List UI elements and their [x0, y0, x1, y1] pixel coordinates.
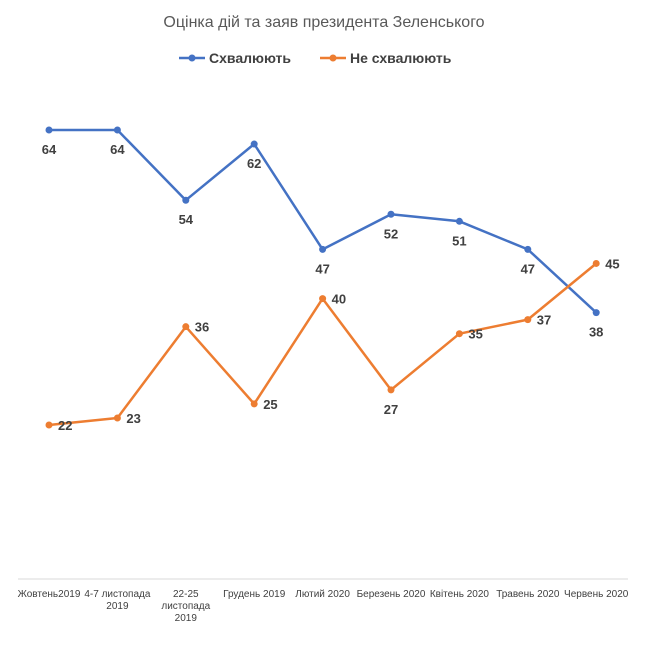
data-label-approve-8: 47 — [521, 261, 535, 276]
data-label-disapprove-2: 23 — [126, 411, 140, 426]
data-point-approve-1[interactable] — [45, 126, 53, 134]
data-label-approve-5: 47 — [315, 261, 329, 276]
x-tick-label-6: Березень 2020 — [357, 589, 426, 600]
data-label-disapprove-7: 35 — [468, 327, 482, 342]
data-point-approve-4[interactable] — [250, 140, 258, 148]
data-label-approve-1: 64 — [42, 142, 57, 157]
legend-item-disapprove[interactable]: Не схвалюють — [320, 50, 452, 66]
x-tick-label-2: 4-7 листопада 2019 — [84, 589, 150, 612]
x-tick-label-1: Жовтень2019 — [18, 589, 81, 600]
plot-area: 64 64 54 62 47 52 51 47 38 22 23 36 25 40 27 35 37 45 — [42, 126, 620, 433]
data-point-disapprove-4[interactable] — [250, 400, 258, 408]
chart-title: Оцінка дій та заяв президента Зеленськог… — [163, 14, 484, 31]
data-label-approve-4: 62 — [247, 156, 261, 171]
data-label-approve-3: 54 — [179, 212, 194, 227]
data-label-disapprove-3: 36 — [195, 320, 209, 335]
data-label-approve-2: 64 — [110, 142, 125, 157]
data-label-approve-9: 38 — [589, 325, 603, 340]
data-point-disapprove-6[interactable] — [387, 386, 395, 394]
data-point-disapprove-1[interactable] — [45, 421, 53, 429]
data-point-disapprove-8[interactable] — [524, 316, 532, 324]
data-point-approve-8[interactable] — [524, 245, 532, 253]
data-point-disapprove-9[interactable] — [592, 259, 600, 267]
x-tick-label-7: Квітень 2020 — [430, 589, 490, 600]
data-label-disapprove-4: 25 — [263, 397, 277, 412]
data-point-disapprove-7[interactable] — [455, 330, 463, 338]
data-point-approve-6[interactable] — [387, 210, 395, 218]
legend-item-approve[interactable]: Схвалюють — [179, 50, 291, 66]
data-label-disapprove-1: 22 — [58, 418, 72, 433]
x-tick-label-9: Червень 2020 — [564, 589, 629, 600]
x-tick-label-4: Грудень 2019 — [223, 589, 286, 600]
data-point-approve-5[interactable] — [319, 245, 327, 253]
data-label-approve-7: 51 — [452, 233, 466, 248]
data-point-disapprove-2[interactable] — [113, 414, 121, 422]
x-axis-ticks: Жовтень2019 4-7 листопада 2019 22-25 листопа… — [18, 589, 629, 624]
legend-label-disapprove: Не схвалюють — [350, 50, 452, 66]
data-point-approve-7[interactable] — [455, 217, 463, 225]
data-label-disapprove-5: 40 — [332, 292, 346, 307]
data-point-disapprove-3[interactable] — [182, 323, 190, 331]
data-label-disapprove-6: 27 — [384, 402, 398, 417]
data-point-approve-9[interactable] — [592, 309, 600, 317]
series-line-approve — [47, 128, 598, 314]
x-tick-label-3: 22-25 листопада 2019 — [161, 589, 210, 624]
legend-marker-approve — [188, 54, 196, 62]
series-line-disapprove — [47, 262, 598, 427]
x-tick-label-5: Лютий 2020 — [295, 589, 350, 600]
legend-label-approve: Схвалюють — [209, 50, 291, 66]
legend-marker-disapprove — [329, 54, 337, 62]
x-tick-label-8: Травень 2020 — [496, 589, 560, 600]
data-point-approve-3[interactable] — [182, 196, 190, 204]
data-point-approve-2[interactable] — [113, 126, 121, 134]
legend: Схвалюють Не схвалюють — [179, 50, 452, 66]
data-label-disapprove-8: 37 — [537, 313, 551, 328]
data-label-approve-6: 52 — [384, 226, 398, 241]
data-point-disapprove-5[interactable] — [319, 295, 327, 303]
data-label-disapprove-9: 45 — [605, 256, 619, 271]
